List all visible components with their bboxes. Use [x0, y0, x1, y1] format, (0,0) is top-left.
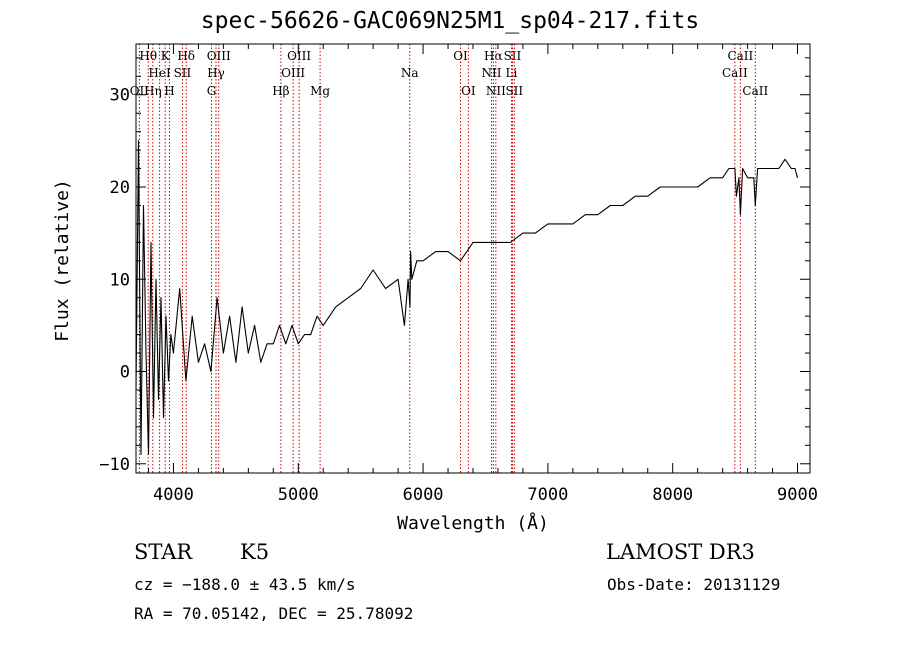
- marker-label-6: SII: [174, 66, 192, 80]
- survey-label: LAMOST DR3: [606, 540, 755, 564]
- redshift-velocity: cz = −188.0 ± 43.5 km/s: [134, 575, 356, 594]
- plot-frame: [135, 43, 811, 474]
- marker-label-18: NII: [481, 66, 501, 80]
- marker-label-8: G: [207, 84, 217, 98]
- x-axis-label: Wavelength (Å): [397, 512, 549, 534]
- x-tick-label: 4000: [153, 485, 194, 505]
- marker-label-24: CaII: [722, 66, 748, 80]
- y-tick-label: 10: [110, 270, 130, 290]
- marker-label-23: SII: [505, 84, 523, 98]
- marker-label-14: Mg: [310, 84, 330, 98]
- marker-label-4: K: [161, 49, 171, 63]
- object-subclass: K5: [240, 540, 270, 564]
- marker-label-17: OI: [461, 84, 476, 98]
- marker-label-15: Na: [401, 66, 419, 80]
- y-axis-label: Flux (relative): [52, 179, 73, 342]
- object-class: STAR: [134, 540, 193, 564]
- marker-label-7: Hδ: [177, 49, 195, 63]
- marker-label-21: Li: [506, 66, 518, 80]
- marker-label-2: Hη: [144, 84, 162, 98]
- observation-date: Obs-Date: 20131129: [607, 575, 781, 594]
- marker-label-0: Hθ: [139, 49, 157, 63]
- marker-label-11: Hβ: [272, 84, 289, 98]
- marker-label-3: HeI: [148, 66, 171, 80]
- x-tick-label: 7000: [527, 485, 568, 505]
- y-tick-label: 30: [110, 86, 130, 106]
- marker-label-22: SII: [504, 49, 522, 63]
- marker-label-13: OIII: [287, 49, 311, 63]
- x-tick-label: 6000: [403, 485, 444, 505]
- x-tick-label: 5000: [278, 485, 319, 505]
- plot-axes: 4000 5000 6000 7000 8000 9000 −10 0 10 20 30 Wavele…: [52, 43, 818, 534]
- y-tick-label: 0: [120, 363, 130, 383]
- x-tick-label: 8000: [652, 485, 693, 505]
- sky-coordinates: RA = 70.05142, DEC = 25.78092: [134, 604, 414, 623]
- y-tick-label: 20: [110, 178, 130, 198]
- chart-title: spec-56626-GAC069N25M1_sp04-217.fits: [200, 8, 700, 34]
- x-tick-label: 9000: [777, 485, 818, 505]
- marker-label-20: NII: [486, 84, 506, 98]
- line-markers: HθOIIHηHeIKHSIIHδGHγOIIIHβOIIIOIIIMgNaOI…: [130, 44, 768, 473]
- marker-label-26: CaII: [742, 84, 768, 98]
- marker-label-16: OI: [453, 49, 468, 63]
- marker-label-9: Hγ: [207, 66, 225, 80]
- series-line-spectrum: [135, 140, 799, 456]
- marker-label-25: CaII: [727, 49, 753, 63]
- marker-label-5: H: [164, 84, 174, 98]
- y-tick-label: −10: [99, 455, 130, 475]
- spectrum-series: [135, 140, 799, 456]
- marker-label-10: OIII: [207, 49, 231, 63]
- marker-label-12: OIII: [281, 66, 305, 80]
- marker-label-19: Hα: [484, 49, 503, 63]
